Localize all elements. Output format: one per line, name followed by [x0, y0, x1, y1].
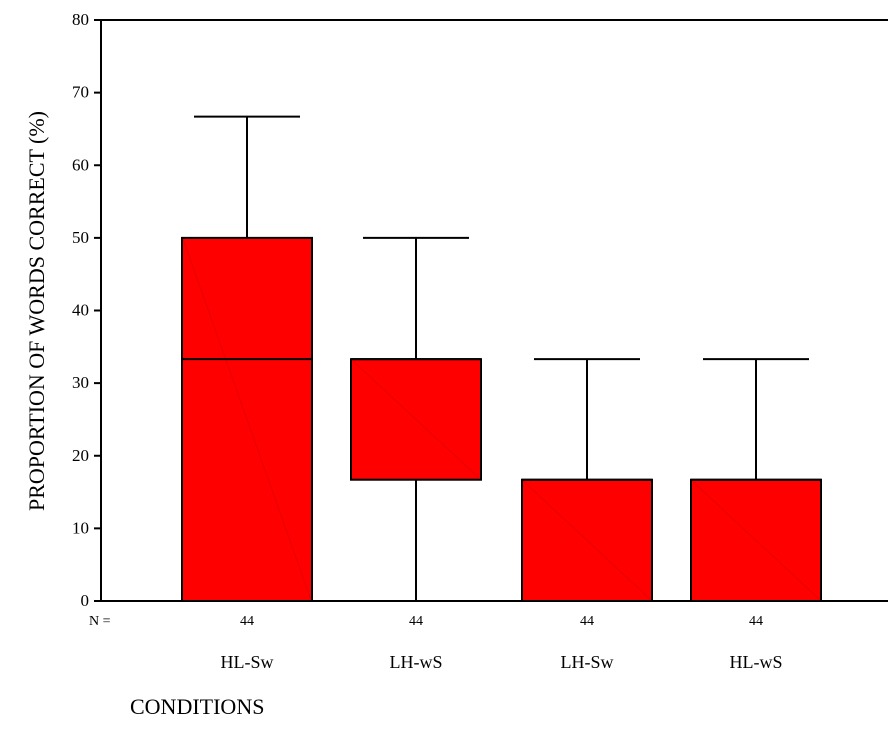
n-count-label: 44: [580, 614, 594, 629]
box-shading-line: [691, 480, 821, 601]
y-tick-label: 50: [72, 228, 89, 247]
box-shading-line: [351, 359, 481, 480]
x-category-label: HL-wS: [730, 652, 783, 672]
n-count-label: 44: [240, 614, 254, 629]
box-shading-line: [182, 238, 312, 601]
box-lh-ws: [350, 236, 482, 602]
x-category-label: LH-Sw: [561, 652, 614, 672]
y-tick-label: 60: [72, 155, 89, 174]
n-count-row: N = 44 44 44 44: [89, 614, 763, 629]
x-category-label: HL-Sw: [221, 652, 274, 672]
y-tick-label: 0: [81, 591, 90, 610]
box-hl-ws: [690, 358, 822, 602]
y-axis-ticks: 0 10 20 30 40 50 60 70 80: [72, 10, 101, 610]
x-category-label: LH-wS: [390, 652, 443, 672]
y-axis-title: PROPORTION OF WORDS CORRECT (%): [24, 111, 49, 511]
x-axis-categories: HL-Sw LH-wS LH-Sw HL-wS: [221, 652, 783, 672]
n-count-label: 44: [749, 614, 763, 629]
x-axis-title: CONDITIONS: [130, 694, 264, 719]
boxes: [181, 115, 822, 602]
y-tick-label: 80: [72, 10, 89, 29]
y-tick-label: 20: [72, 446, 89, 465]
y-tick-label: 40: [72, 301, 89, 320]
n-prefix-label: N =: [89, 614, 111, 629]
y-tick-label: 10: [72, 518, 89, 537]
box-shading-line: [522, 480, 652, 601]
y-tick-label: 70: [72, 83, 89, 102]
y-tick-label: 30: [72, 373, 89, 392]
n-count-label: 44: [409, 614, 423, 629]
box-lh-sw: [521, 358, 653, 602]
box-hl-sw: [181, 115, 313, 602]
